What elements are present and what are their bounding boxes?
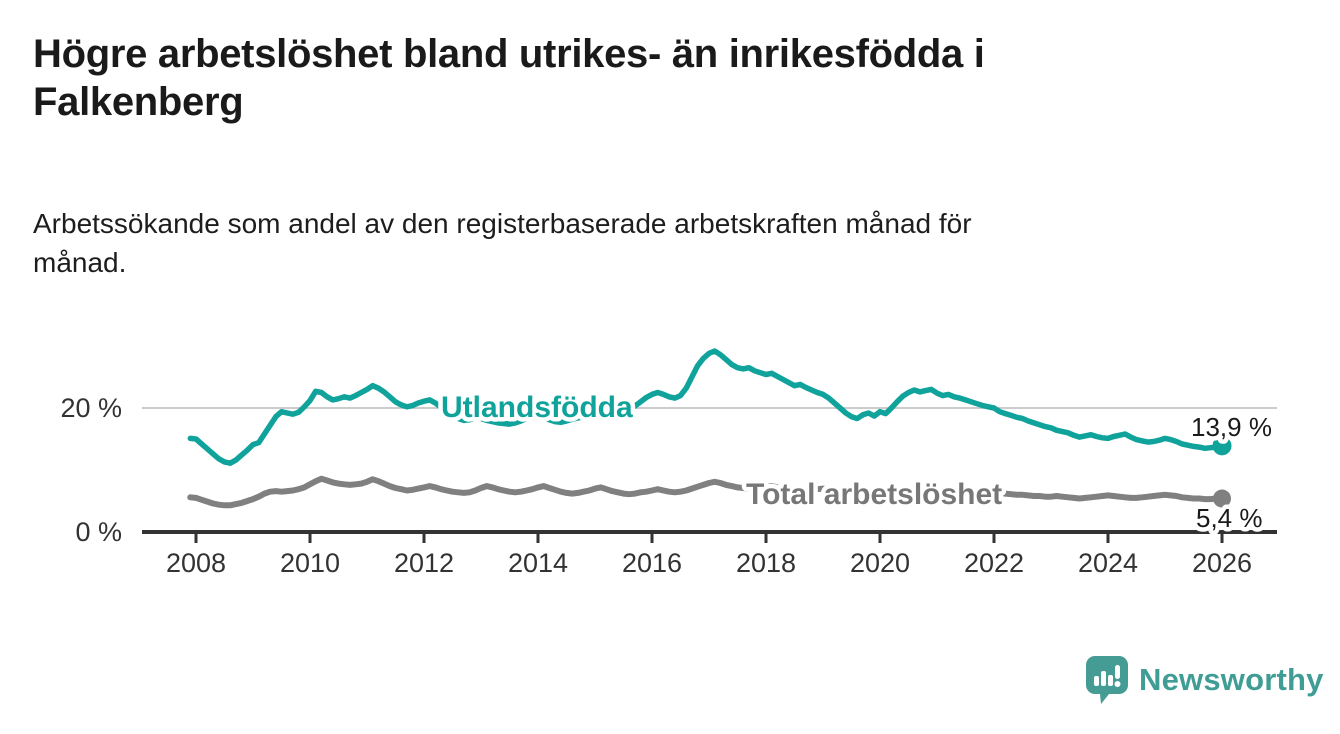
line-utlandsfodda	[187, 348, 1225, 466]
x-axis-label-2014: 2014	[508, 548, 568, 578]
page-title-line-1: Högre arbetslöshet bland utrikes- än inr…	[33, 32, 985, 76]
page-subtitle-line-1: Arbetssökande som andel av den registerb…	[33, 208, 972, 239]
x-axis-label-2008: 2008	[166, 548, 226, 578]
x-axis-label-2024: 2024	[1078, 548, 1138, 578]
end-value-label-utlandsfodda: 13,9 %	[1191, 412, 1272, 442]
end-dot-utlandsfodda	[1212, 436, 1232, 456]
speech-bubble-bar-chart-icon	[1086, 656, 1128, 704]
page-title: Högre arbetslöshet bland utrikes- än inr…	[33, 30, 1283, 126]
x-axis-label-2016: 2016	[622, 548, 682, 578]
page-title-line-2: Falkenberg	[33, 80, 244, 124]
x-axis-label-2026: 2026	[1192, 548, 1252, 578]
newsworthy-logo-text: Newsworthy	[1139, 662, 1324, 697]
x-axis-label-2010: 2010	[280, 548, 340, 578]
series-label-total-arbetsloshet: Total arbetslöshet	[746, 478, 1002, 511]
page-subtitle-line-2: månad.	[33, 247, 127, 278]
y-axis-label-20: 20 %	[60, 393, 122, 423]
end-value-label-total-arbetsloshet: 5,4 %	[1196, 503, 1263, 533]
page-subtitle: Arbetssökande som andel av den registerb…	[33, 204, 1283, 282]
x-axis-label-2022: 2022	[964, 548, 1024, 578]
y-axis-label-0: 0 %	[75, 517, 122, 547]
newsworthy-logo: Newsworthy	[1086, 656, 1324, 704]
x-axis-label-2012: 2012	[394, 548, 454, 578]
series-label-utlandsfodda: Utlandsfödda	[441, 391, 633, 424]
x-axis-label-2020: 2020	[850, 548, 910, 578]
line-total-arbetsloshet	[187, 475, 1225, 509]
end-dot-total-arbetsloshet	[1213, 489, 1231, 508]
x-axis-label-2018: 2018	[736, 548, 796, 578]
